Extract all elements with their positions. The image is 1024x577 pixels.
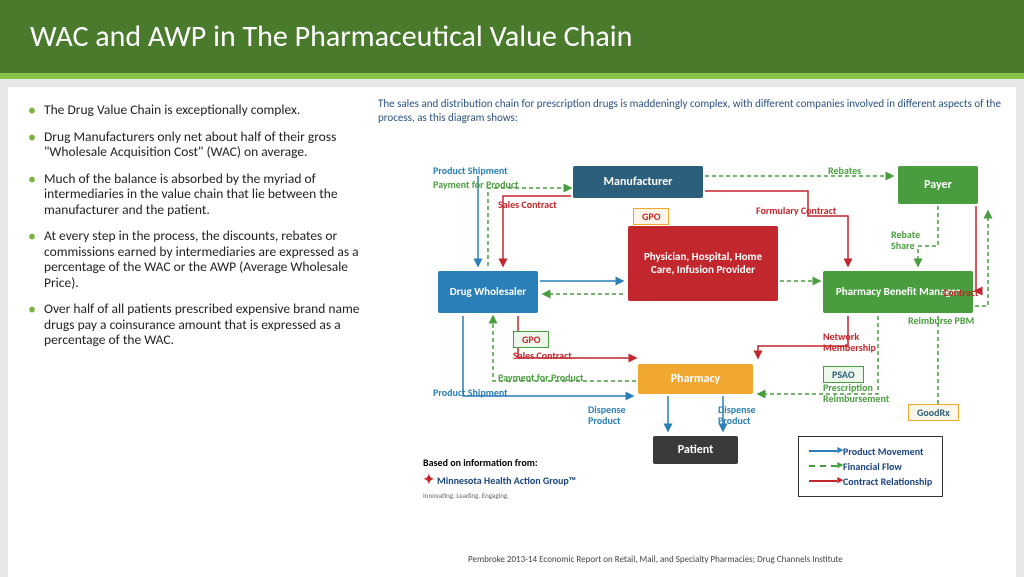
slide-header: WAC and AWP in The Pharmaceutical Value …	[0, 0, 1024, 79]
node-patient: Patient	[653, 436, 738, 464]
bullet-item: Much of the balance is absorbed by the m…	[28, 171, 363, 218]
badge-goodrx: GoodRx	[908, 404, 959, 421]
slide-content: The Drug Value Chain is exceptionally co…	[8, 87, 1016, 577]
edge-label: Rebate Share	[891, 229, 941, 251]
legend-item: Financial Flow	[809, 460, 932, 473]
edge-label: Payment for Product	[498, 371, 584, 384]
footer-citation: Pembroke 2013-14 Economic Report on Reta…	[468, 554, 843, 565]
edge-label: Contract	[943, 286, 978, 299]
edge-label: Dispense Product	[588, 404, 638, 426]
edge-label: Network Membership	[823, 331, 893, 353]
legend: Product Movement Financial Flow Contract…	[798, 436, 943, 497]
edge-label: Dispense Product	[718, 404, 768, 426]
bullet-item: The Drug Value Chain is exceptionally co…	[28, 102, 363, 118]
node-pharmacy: Pharmacy	[638, 364, 753, 394]
logo: ✦ Minnesota Health Action Group™ Innovat…	[423, 471, 576, 501]
edge-label: Reimburse PBM	[908, 314, 974, 327]
source-label: Based on information from:	[423, 456, 538, 469]
bullet-list: The Drug Value Chain is exceptionally co…	[28, 102, 363, 348]
legend-item: Product Movement	[809, 445, 932, 458]
badge-gpo: GPO	[513, 331, 549, 348]
diagram-column: The sales and distribution chain for pre…	[378, 97, 1006, 567]
flowchart: Manufacturer Payer Physician, Hospital, …	[378, 136, 998, 516]
bullet-item: Over half of all patients prescribed exp…	[28, 301, 363, 348]
bullet-item: Drug Manufacturers only net about half o…	[28, 129, 363, 160]
edge-label: Rebates	[828, 164, 861, 177]
edge-label: Payment for Product	[433, 178, 519, 191]
node-wholesaler: Drug Wholesaler	[438, 271, 538, 313]
bullet-item: At every step in the process, the discou…	[28, 228, 363, 290]
diagram-intro: The sales and distribution chain for pre…	[378, 97, 1006, 126]
node-manufacturer: Manufacturer	[573, 166, 703, 198]
node-physician: Physician, Hospital, Home Care, Infusion…	[628, 226, 778, 301]
bullet-column: The Drug Value Chain is exceptionally co…	[18, 97, 378, 567]
legend-item: Contract Relationship	[809, 475, 932, 488]
edge-label: Product Shipment	[433, 386, 508, 399]
edge-label: Formulary Contract	[756, 204, 836, 217]
badge-gpo: GPO	[633, 208, 669, 225]
edge-label: Prescription Reimbursement	[823, 382, 903, 404]
edge-label: Sales Contract	[498, 198, 557, 211]
slide-title: WAC and AWP in The Pharmaceutical Value …	[30, 18, 994, 55]
edge-label: Sales Contract	[513, 349, 572, 362]
node-payer: Payer	[898, 166, 978, 204]
edge-label: Product Shipment	[433, 164, 508, 177]
